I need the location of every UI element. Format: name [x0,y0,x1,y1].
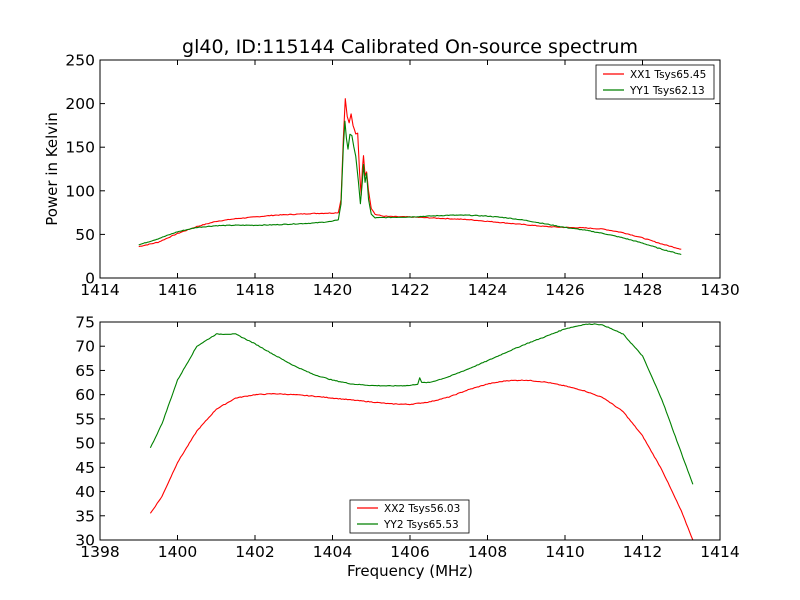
x-tick-label: 1418 [235,281,274,299]
x-tick-label: 1422 [390,281,429,299]
x-tick-label: 1430 [700,281,739,299]
x-tick-label: 1424 [468,281,507,299]
y-tick-label: 50 [75,435,95,453]
bottom-legend-box [349,499,470,534]
series-line-0-1 [138,120,682,255]
top-y-axis-label: Power in Kelvin [43,112,61,226]
y-tick-label: 250 [65,52,95,70]
y-tick-label: 35 [75,507,95,525]
x-tick-label: 1412 [623,543,662,561]
y-tick-label: 55 [75,410,95,428]
x-tick-label: 1402 [235,543,274,561]
x-tick-label: 1406 [390,543,429,561]
legend-label-xx1: XX1 Tsys65.45 [630,69,706,81]
series-line-1-0 [149,379,694,540]
y-tick-label: 200 [65,95,95,113]
legend-label-xx2: XX2 Tsys56.03 [384,503,460,515]
y-tick-label: 100 [65,182,95,200]
top-series-lines [138,98,682,255]
series-line-1-1 [149,323,694,485]
y-tick-label: 40 [75,483,95,501]
x-tick-label: 1398 [80,543,119,561]
top-panel: 1414 1416 1418 1420 1422 1424 1426 1428 1430 0 50 1… [43,52,740,300]
legend-label-yy1: YY1 Tsys62.13 [629,85,705,97]
y-tick-label: 30 [75,532,95,550]
figure-title: gl40, ID:115144 Calibrated On-source spe… [182,36,638,58]
bottom-x-axis-label: Frequency (MHz) [347,562,473,580]
x-tick-label: 1426 [545,281,584,299]
top-ticks: 1414 1416 1418 1420 1422 1424 1426 1428 1430 0 50 1… [65,52,739,300]
bottom-series-lines [149,323,694,540]
x-tick-label: 1414 [80,281,119,299]
x-tick-label: 1400 [158,543,197,561]
y-tick-label: 50 [75,226,95,244]
y-tick-label: 60 [75,386,95,404]
legend-label-yy2: YY2 Tsys65.53 [383,519,459,531]
y-tick-label: 75 [75,314,95,332]
y-tick-label: 45 [75,459,95,477]
bottom-legend: XX2 Tsys56.03 YY2 Tsys65.53 [349,499,470,534]
y-tick-label: 150 [65,139,95,157]
x-tick-label: 1408 [468,543,507,561]
x-tick-label: 1410 [545,543,584,561]
y-tick-label: 0 [85,270,95,288]
x-tick-label: 1414 [700,543,739,561]
y-tick-label: 70 [75,338,95,356]
bottom-ticks: 1398 1400 1402 1404 1406 1408 1410 1412 1414 30 35… [75,314,739,562]
x-tick-label: 1428 [623,281,662,299]
top-legend: XX1 Tsys65.45 YY1 Tsys62.13 [595,64,715,100]
top-legend-box [595,64,715,100]
series-line-0-0 [138,98,682,250]
x-tick-label: 1416 [158,281,197,299]
x-tick-label: 1404 [313,543,352,561]
y-tick-label: 65 [75,362,95,380]
x-tick-label: 1420 [313,281,352,299]
bottom-panel: 1398 1400 1402 1404 1406 1408 1410 1412 1414 30 35… [75,314,739,581]
